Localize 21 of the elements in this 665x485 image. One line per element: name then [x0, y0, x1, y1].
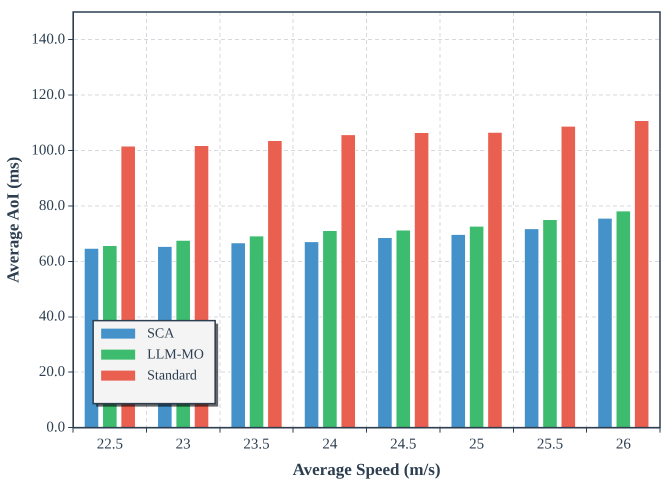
y-tick-label: 0.0	[46, 420, 66, 436]
y-tick-label: 40.0	[38, 308, 66, 325]
x-tick-label: 22.5	[96, 436, 123, 453]
y-axis-title: Average AoI (ms)	[4, 156, 23, 283]
legend-label: SCA	[147, 326, 176, 342]
y-tick-label: 100.0	[31, 142, 66, 158]
x-tick-label: 25	[469, 436, 484, 453]
y-tick-label: 60.0	[38, 253, 66, 270]
x-tick-label: 25.5	[536, 436, 564, 453]
legend-label: LLM-MO	[147, 347, 204, 362]
x-axis-title: Average Speed (m/s)	[292, 460, 441, 480]
x-tick-label: 24.5	[390, 436, 416, 453]
y-tick-label: 120.0	[31, 87, 66, 104]
y-tick-label: 80.0	[38, 198, 66, 214]
x-tick-label: 23	[176, 436, 191, 453]
x-tick-label: 23.5	[243, 436, 270, 453]
y-tick-label: 140.0	[31, 32, 66, 48]
y-tick-label: 20.0	[38, 364, 66, 380]
x-tick-label: 24	[322, 436, 338, 453]
x-tick-label: 26	[616, 436, 632, 453]
legend-label: Standard	[147, 368, 197, 384]
